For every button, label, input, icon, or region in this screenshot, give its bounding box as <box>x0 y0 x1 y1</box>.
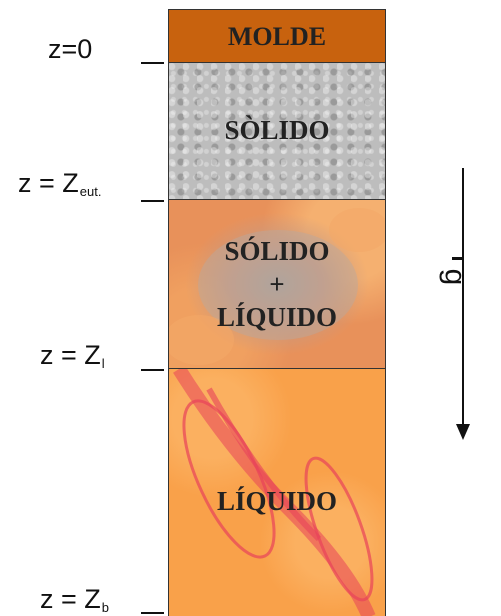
gravity-label: g <box>438 268 472 286</box>
down-arrow-icon <box>462 168 464 425</box>
label-z0: z=0 <box>48 34 93 64</box>
zone-solido-label: SÒLIDO <box>224 115 330 145</box>
zone-molde: MOLDE <box>169 10 385 63</box>
zone-molde-label: MOLDE <box>227 22 327 51</box>
label-zl-sub: l <box>101 356 105 371</box>
zone-solido: SÒLIDO <box>169 63 385 200</box>
label-zb: z = Zb <box>40 584 109 615</box>
liquid-streaks <box>173 369 376 616</box>
arrow-head-icon <box>456 424 470 440</box>
tick-zeut <box>141 200 164 202</box>
tick-z0 <box>141 62 164 64</box>
zone-liquido: LÍQUIDO <box>169 369 385 616</box>
zone-solido-liquido: SÓLIDO + LÍQUIDO <box>169 200 385 369</box>
zone-liquido-label: LÍQUIDO <box>216 486 338 516</box>
zone-mushy-line1: SÓLIDO <box>224 236 330 266</box>
gravity-vector-bar <box>452 257 463 260</box>
label-zeut: z = Zeut. <box>18 168 102 199</box>
label-zeut-sub: eut. <box>79 184 102 199</box>
zone-mushy-line2: + <box>269 269 285 299</box>
tick-zl <box>141 369 164 371</box>
tick-zb <box>141 612 164 614</box>
zone-mushy-line3: LÍQUIDO <box>216 302 338 332</box>
casting-column: MOLDE SÒLIDO SÓLIDO + LÍQUIDO LÍQUIDO <box>168 9 386 616</box>
label-zb-sub: b <box>101 600 109 615</box>
label-zl: z = Zl <box>40 340 105 371</box>
mushy-texture <box>169 208 385 365</box>
